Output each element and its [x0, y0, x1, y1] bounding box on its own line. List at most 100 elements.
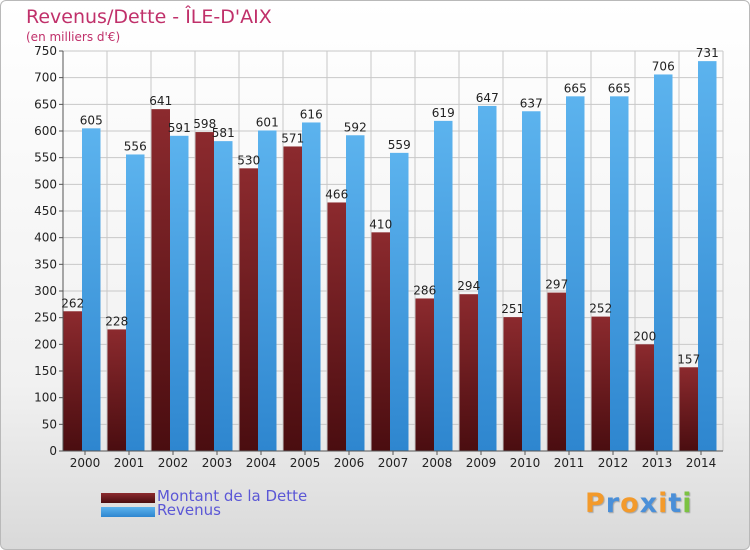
data-label-dette: 410	[369, 217, 392, 231]
data-label-revenus: 665	[564, 81, 587, 95]
legend-swatch-dette	[101, 493, 155, 503]
legend-label-dette: Montant de la Dette	[157, 487, 308, 505]
data-label-dette: 252	[589, 302, 612, 316]
y-tick-label: 200	[34, 337, 57, 351]
bar-dette	[63, 311, 82, 451]
data-label-revenus: 605	[80, 113, 103, 127]
x-tick-label: 2002	[158, 456, 189, 470]
bar-revenus	[170, 135, 189, 452]
logo-letter: P	[585, 488, 606, 519]
y-tick-label: 500	[34, 177, 57, 191]
bar-dette	[283, 146, 302, 451]
bar-dette	[547, 292, 566, 451]
data-label-revenus: 706	[652, 59, 675, 73]
y-tick-label: 750	[34, 44, 57, 58]
data-label-dette: 466	[325, 187, 348, 201]
y-tick-label: 250	[34, 311, 57, 325]
bar-revenus	[654, 74, 673, 451]
bar-revenus	[390, 152, 409, 451]
y-tick-label: 0	[49, 444, 57, 458]
legend-label-revenus: Revenus	[157, 501, 221, 519]
data-label-dette: 530	[237, 153, 260, 167]
y-tick-label: 400	[34, 231, 57, 245]
bar-revenus	[214, 141, 233, 451]
data-label-dette: 598	[193, 117, 216, 131]
bar-dette	[239, 168, 258, 452]
data-label-revenus: 619	[432, 106, 455, 120]
x-tick-label: 2005	[290, 456, 321, 470]
x-tick-label: 2011	[554, 456, 585, 470]
x-tick-label: 2006	[334, 456, 365, 470]
data-label-dette: 251	[501, 302, 524, 316]
bar-revenus	[258, 130, 277, 451]
x-tick-label: 2012	[598, 456, 629, 470]
data-label-dette: 286	[413, 283, 436, 297]
logo-letter: i	[682, 488, 693, 519]
data-label-dette: 571	[281, 131, 304, 145]
bar-revenus	[698, 61, 717, 452]
data-label-dette: 228	[105, 314, 128, 328]
y-tick-label: 350	[34, 257, 57, 271]
x-tick-label: 2003	[202, 456, 233, 470]
data-label-revenus: 591	[168, 121, 191, 135]
data-label-revenus: 647	[476, 91, 499, 105]
legend-swatch-revenus	[101, 507, 155, 517]
bar-revenus	[302, 122, 321, 451]
data-label-revenus: 559	[388, 138, 411, 152]
y-tick-label: 300	[34, 284, 57, 298]
bar-revenus	[346, 135, 365, 451]
x-tick-label: 2001	[114, 456, 145, 470]
y-tick-label: 100	[34, 391, 57, 405]
x-tick-label: 2013	[642, 456, 673, 470]
y-tick-label: 50	[42, 417, 57, 431]
data-label-dette: 641	[149, 94, 172, 108]
data-label-dette: 294	[457, 279, 480, 293]
logo-letter: t	[668, 488, 683, 519]
chart-subtitle: (en milliers d'€)	[26, 30, 121, 44]
bar-dette	[151, 109, 170, 451]
bar-revenus	[610, 96, 629, 451]
x-tick-label: 2008	[422, 456, 453, 470]
data-label-revenus: 665	[608, 81, 631, 95]
bar-revenus	[434, 120, 453, 451]
data-label-revenus: 731	[696, 46, 719, 60]
data-label-dette: 157	[677, 352, 700, 366]
bar-dette	[459, 294, 478, 451]
bar-revenus	[478, 105, 497, 451]
logo-letter: i	[658, 488, 669, 519]
logo-letter: x	[639, 488, 659, 519]
x-tick-label: 2004	[246, 456, 277, 470]
proxiti-logo: Proxiti	[585, 488, 693, 519]
bar-revenus	[126, 154, 145, 451]
y-tick-label: 650	[34, 97, 57, 111]
y-tick-label: 450	[34, 204, 57, 218]
bar-revenus	[566, 96, 585, 451]
bar-dette	[591, 316, 610, 451]
y-tick-label: 700	[34, 71, 57, 85]
logo-letter: r	[605, 488, 621, 519]
x-tick-label: 2007	[378, 456, 409, 470]
bar-dette	[503, 317, 522, 451]
bar-dette	[195, 132, 214, 452]
data-label-dette: 297	[545, 278, 568, 292]
data-label-revenus: 581	[212, 126, 235, 140]
x-tick-label: 2014	[686, 456, 717, 470]
bar-dette	[635, 344, 654, 451]
y-tick-label: 150	[34, 364, 57, 378]
x-tick-label: 2010	[510, 456, 541, 470]
logo-letter: o	[620, 488, 640, 519]
bar-dette	[371, 232, 390, 451]
y-tick-label: 550	[34, 151, 57, 165]
bar-dette	[415, 298, 434, 451]
data-label-revenus: 556	[124, 139, 147, 153]
bar-dette	[107, 329, 126, 451]
data-label-revenus: 592	[344, 120, 367, 134]
bar-revenus	[522, 111, 541, 452]
x-tick-label: 2000	[70, 456, 101, 470]
data-label-revenus: 601	[256, 115, 279, 129]
data-label-dette: 200	[633, 329, 656, 343]
chart-title: Revenus/Dette - ÎLE-D'AIX	[26, 6, 272, 28]
data-label-revenus: 616	[300, 107, 323, 121]
